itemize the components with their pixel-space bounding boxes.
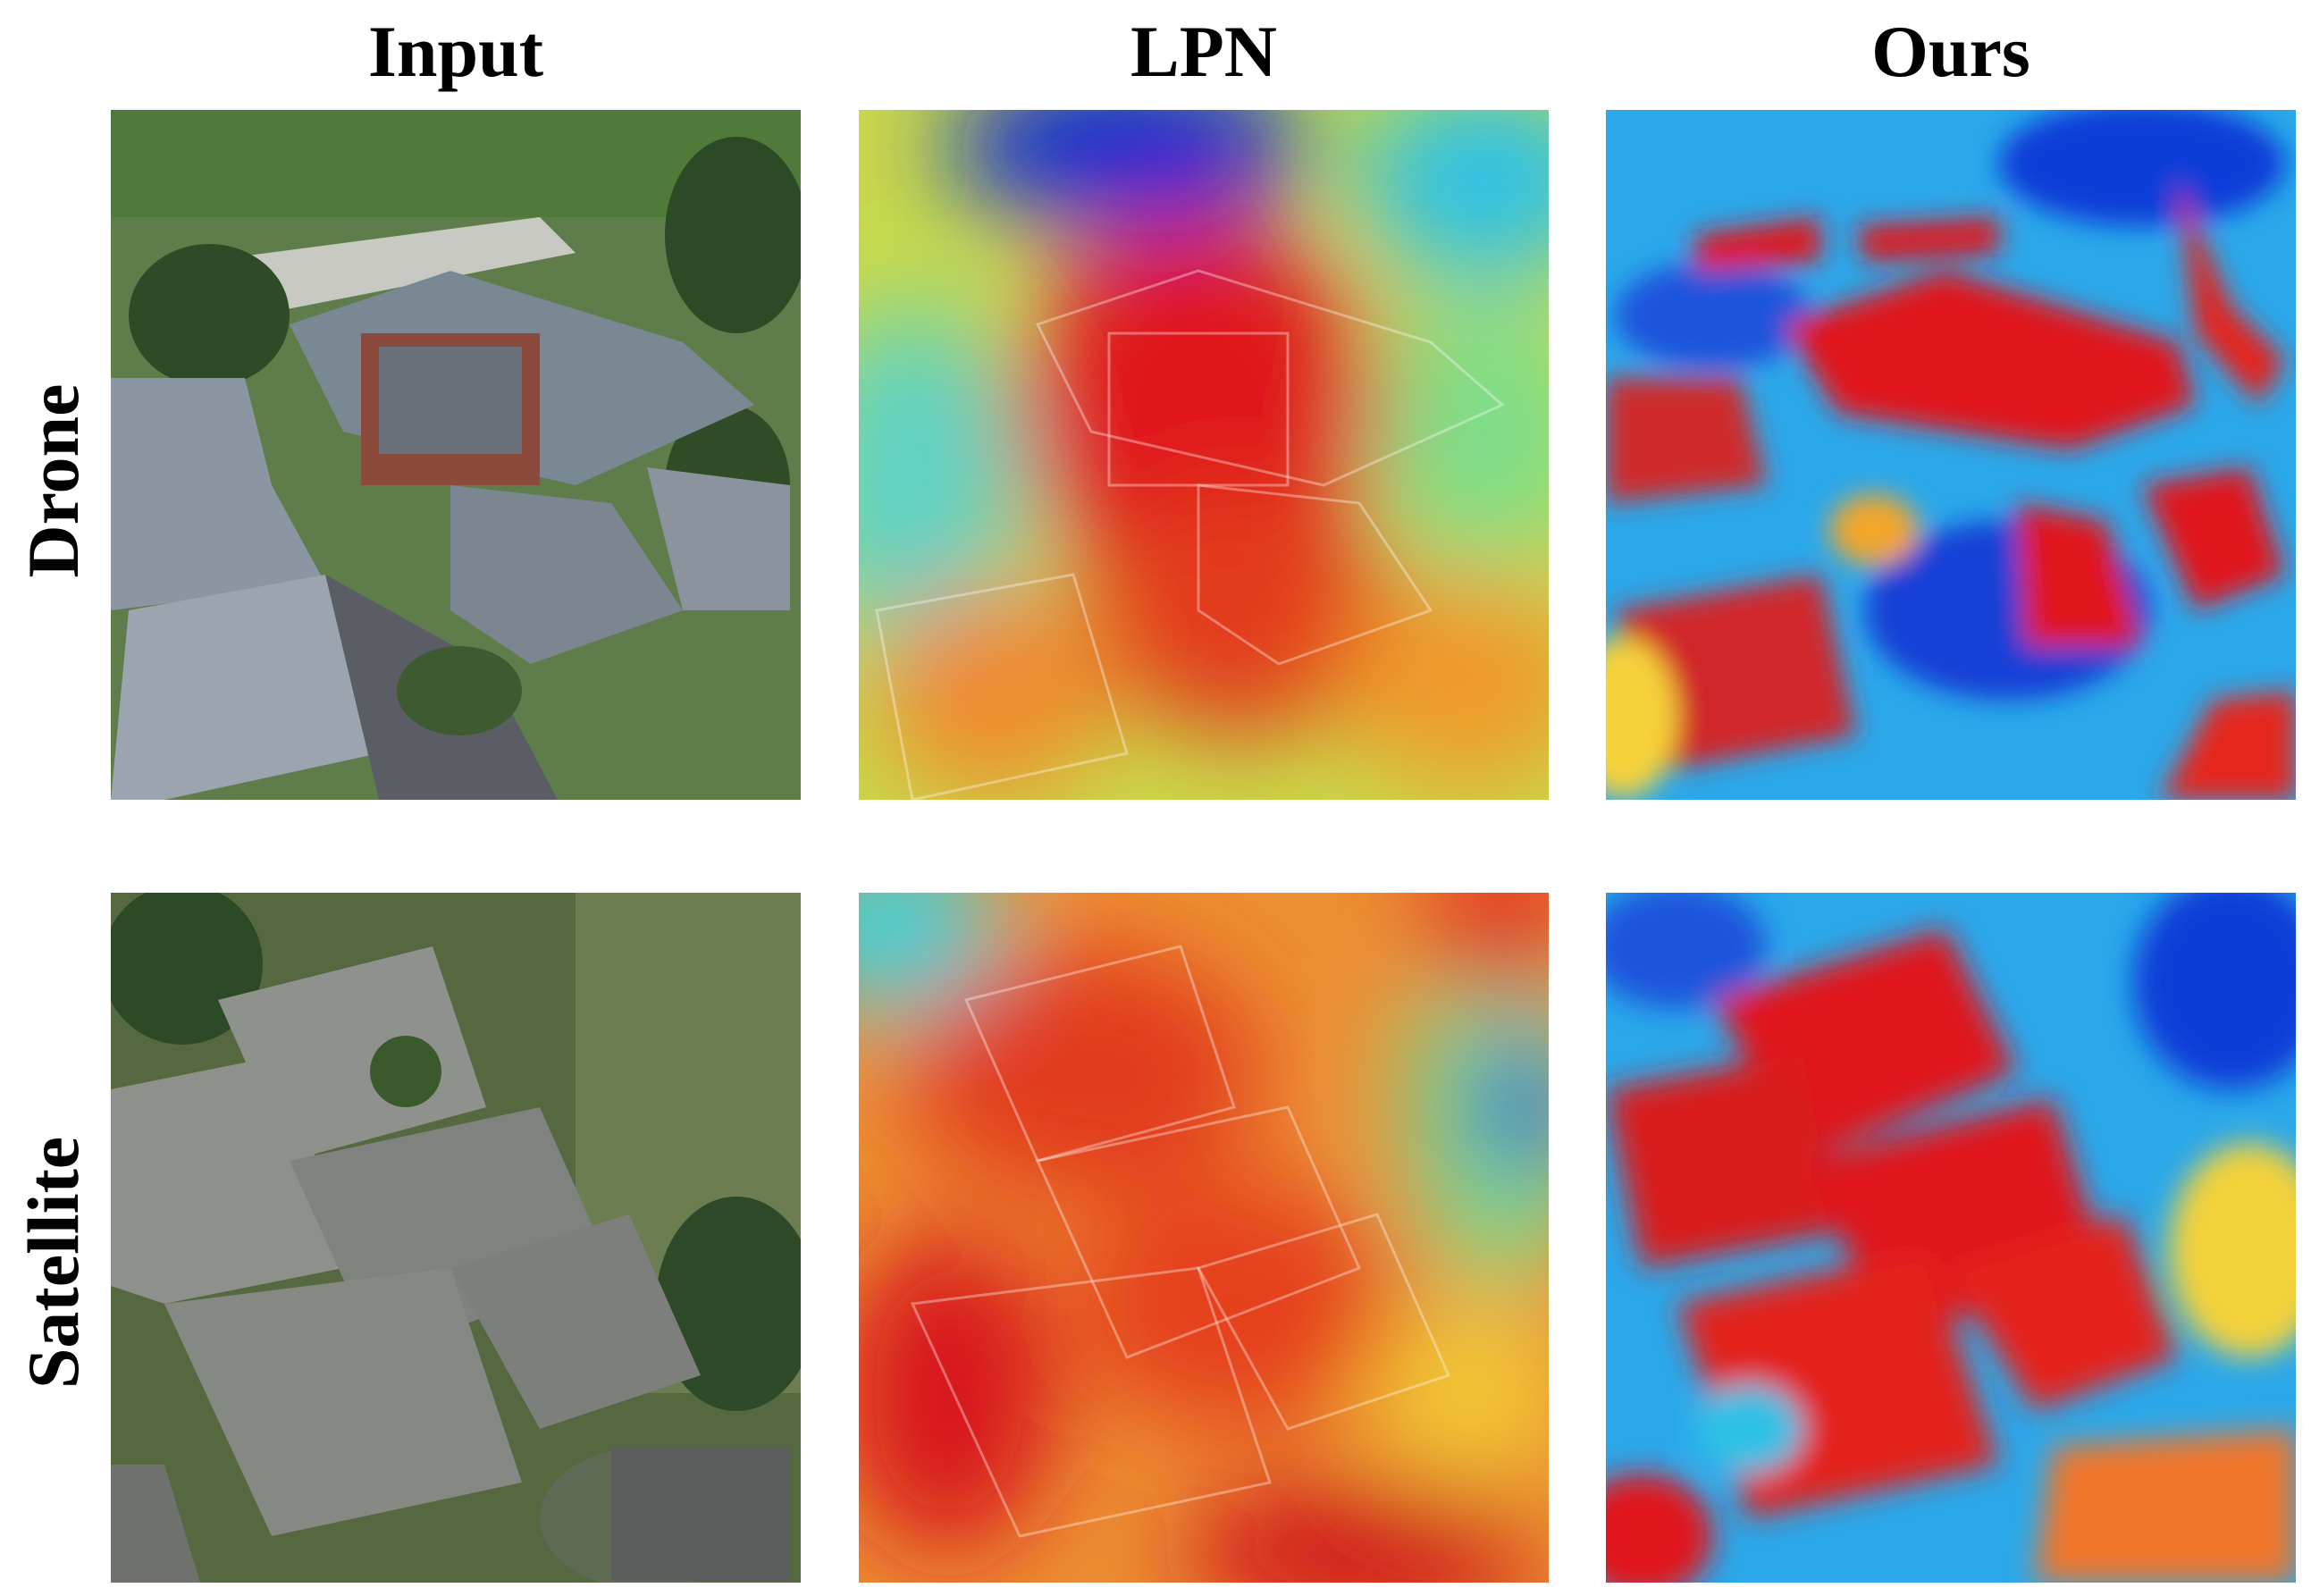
drone-lpn-heatmap xyxy=(859,110,1549,800)
column-title-input: Input xyxy=(367,11,544,92)
drone-input-image xyxy=(111,110,801,800)
column-title-ours: Ours xyxy=(1871,11,2030,92)
drone-ours-heatmap xyxy=(1606,110,2296,800)
column-title-lpn: LPN xyxy=(1130,11,1277,92)
row-title-drone: Drone xyxy=(13,383,94,578)
satellite-ours-heatmap xyxy=(1606,893,2296,1583)
satellite-lpn-heatmap xyxy=(859,893,1549,1583)
satellite-input-image xyxy=(111,893,801,1583)
row-title-satellite: Satellite xyxy=(13,1136,94,1390)
